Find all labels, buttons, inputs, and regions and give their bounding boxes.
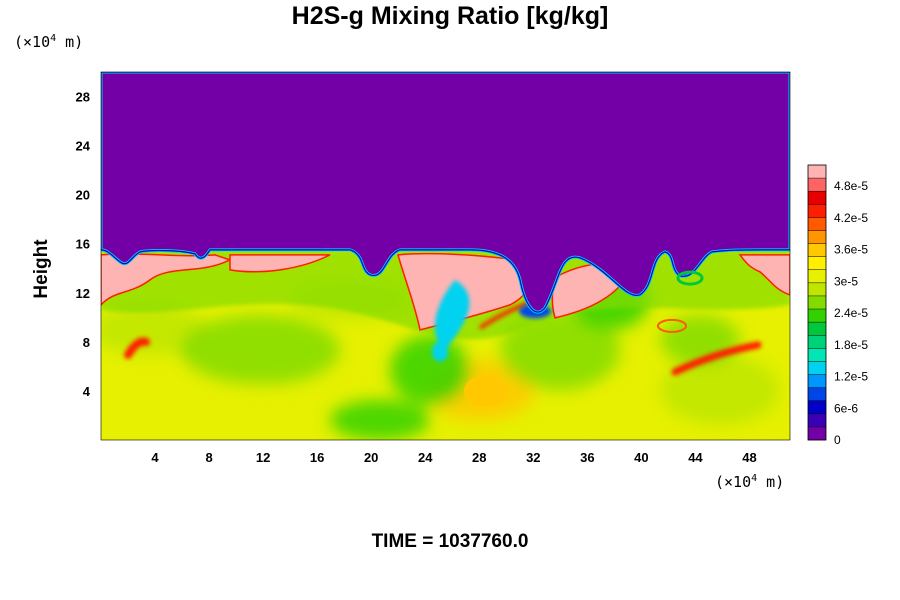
y-units-base: (×10 <box>14 33 51 51</box>
colorbar-segment-3 <box>808 387 826 402</box>
x-tick-20: 20 <box>364 450 378 465</box>
x-tick-40: 40 <box>634 450 648 465</box>
colorbar-segment-15 <box>808 230 826 244</box>
colorbar-segment-11 <box>808 282 826 297</box>
swirl-1 <box>676 270 704 286</box>
colorbar-segment-4 <box>808 374 826 388</box>
x-tick-12: 12 <box>256 450 270 465</box>
colorbar-segment-1 <box>808 413 826 428</box>
colorbar-segment-19 <box>808 178 826 192</box>
colorbar-segment-20 <box>808 165 826 179</box>
x-axis-units: (×104 m) <box>715 473 784 491</box>
yellow-core <box>464 374 509 407</box>
x-units-exp: 4 <box>751 473 758 484</box>
colorbar: 0 6e-6 1.2e-5 1.8e-5 2.4e-5 3e-5 3.6e-5 4.2e-5 4… <box>807 164 868 447</box>
colorbar-segment-17 <box>808 204 826 218</box>
x-tick-44: 44 <box>688 450 703 465</box>
colorbar-segment-18 <box>808 191 826 205</box>
colorbar-label-4: 2.4e-5 <box>834 306 868 320</box>
y-units-exp: 4 <box>50 33 57 44</box>
colorbar-label-6: 3.6e-5 <box>834 243 868 257</box>
colorbar-segment-13 <box>808 256 826 271</box>
pink-region-5 <box>738 254 790 296</box>
y-axis-ticks: 4 8 12 16 20 24 28 <box>76 90 91 399</box>
colorbar-segment-16 <box>808 217 826 231</box>
time-label: TIME = 1037760.0 <box>371 531 529 552</box>
interface-line <box>101 72 790 313</box>
colorbar-segment-9 <box>808 309 826 323</box>
x-tick-24: 24 <box>418 450 433 465</box>
y-tick-28: 28 <box>76 90 90 105</box>
colorbar-segment-10 <box>808 295 826 310</box>
x-tick-36: 36 <box>580 450 594 465</box>
x-axis-ticks: 4 8 12 16 20 24 28 32 36 40 44 48 <box>151 450 756 465</box>
colorbar-label-8: 4.8e-5 <box>834 179 868 193</box>
y-tick-20: 20 <box>76 188 90 203</box>
x-tick-16: 16 <box>310 450 324 465</box>
pink-region-2 <box>229 254 331 273</box>
pink-region-1 <box>101 253 232 306</box>
chart-title: H2S-g Mixing Ratio [kg/kg] <box>291 2 609 30</box>
colorbar-segment-2 <box>808 400 826 415</box>
colorbar-segment-6 <box>808 348 826 362</box>
x-units-tail: m) <box>757 473 785 491</box>
colorbar-segment-12 <box>808 269 826 284</box>
colorbar-label-3: 1.8e-5 <box>834 338 868 352</box>
x-tick-28: 28 <box>472 450 486 465</box>
colorbar-segment-0 <box>808 426 826 441</box>
x-units-base: (×10 <box>715 473 752 491</box>
x-tick-8: 8 <box>205 450 212 465</box>
colorbar-label-1: 6e-6 <box>834 401 858 415</box>
y-units-tail: m) <box>56 33 84 51</box>
colorbar-label-0: 0 <box>834 433 841 447</box>
colorbar-frame <box>807 164 827 441</box>
colorbar-label-7: 4.2e-5 <box>834 211 868 225</box>
colorbar-segment-8 <box>808 322 826 336</box>
heatmap-field <box>101 72 790 440</box>
colorbar-segment-14 <box>808 243 826 257</box>
y-tick-12: 12 <box>76 286 90 301</box>
swirl-2 <box>657 318 687 333</box>
y-axis-units: (×104 m) <box>14 33 83 51</box>
y-tick-8: 8 <box>83 335 90 350</box>
y-tick-24: 24 <box>76 139 91 154</box>
lower-structure <box>101 270 780 440</box>
plot-frame <box>100 71 791 441</box>
colorbar-segment-7 <box>808 335 826 349</box>
x-tick-4: 4 <box>151 450 159 465</box>
x-tick-32: 32 <box>526 450 540 465</box>
colorbar-segment-5 <box>808 361 826 375</box>
colorbar-label-5: 3e-5 <box>834 274 858 288</box>
y-tick-4: 4 <box>83 384 91 399</box>
colorbar-label-2: 1.2e-5 <box>834 370 868 384</box>
x-tick-48: 48 <box>742 450 756 465</box>
y-tick-16: 16 <box>76 237 90 252</box>
